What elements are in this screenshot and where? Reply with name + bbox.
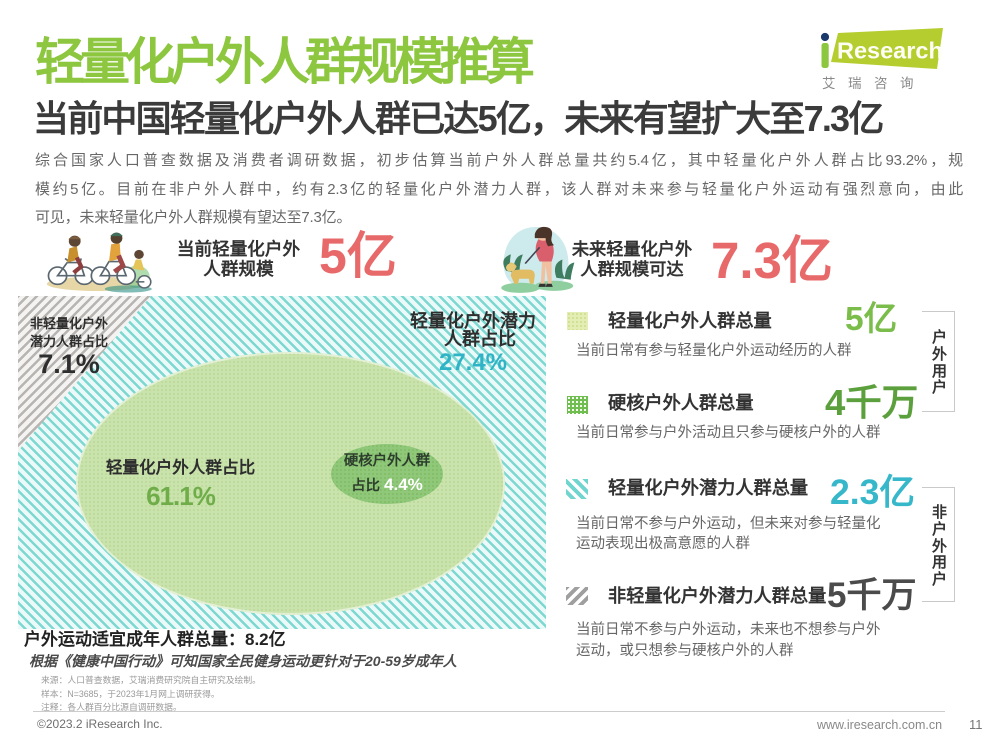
svg-text:Research: Research	[837, 38, 943, 64]
svg-text:艾瑞咨询: 艾瑞咨询	[822, 76, 926, 91]
